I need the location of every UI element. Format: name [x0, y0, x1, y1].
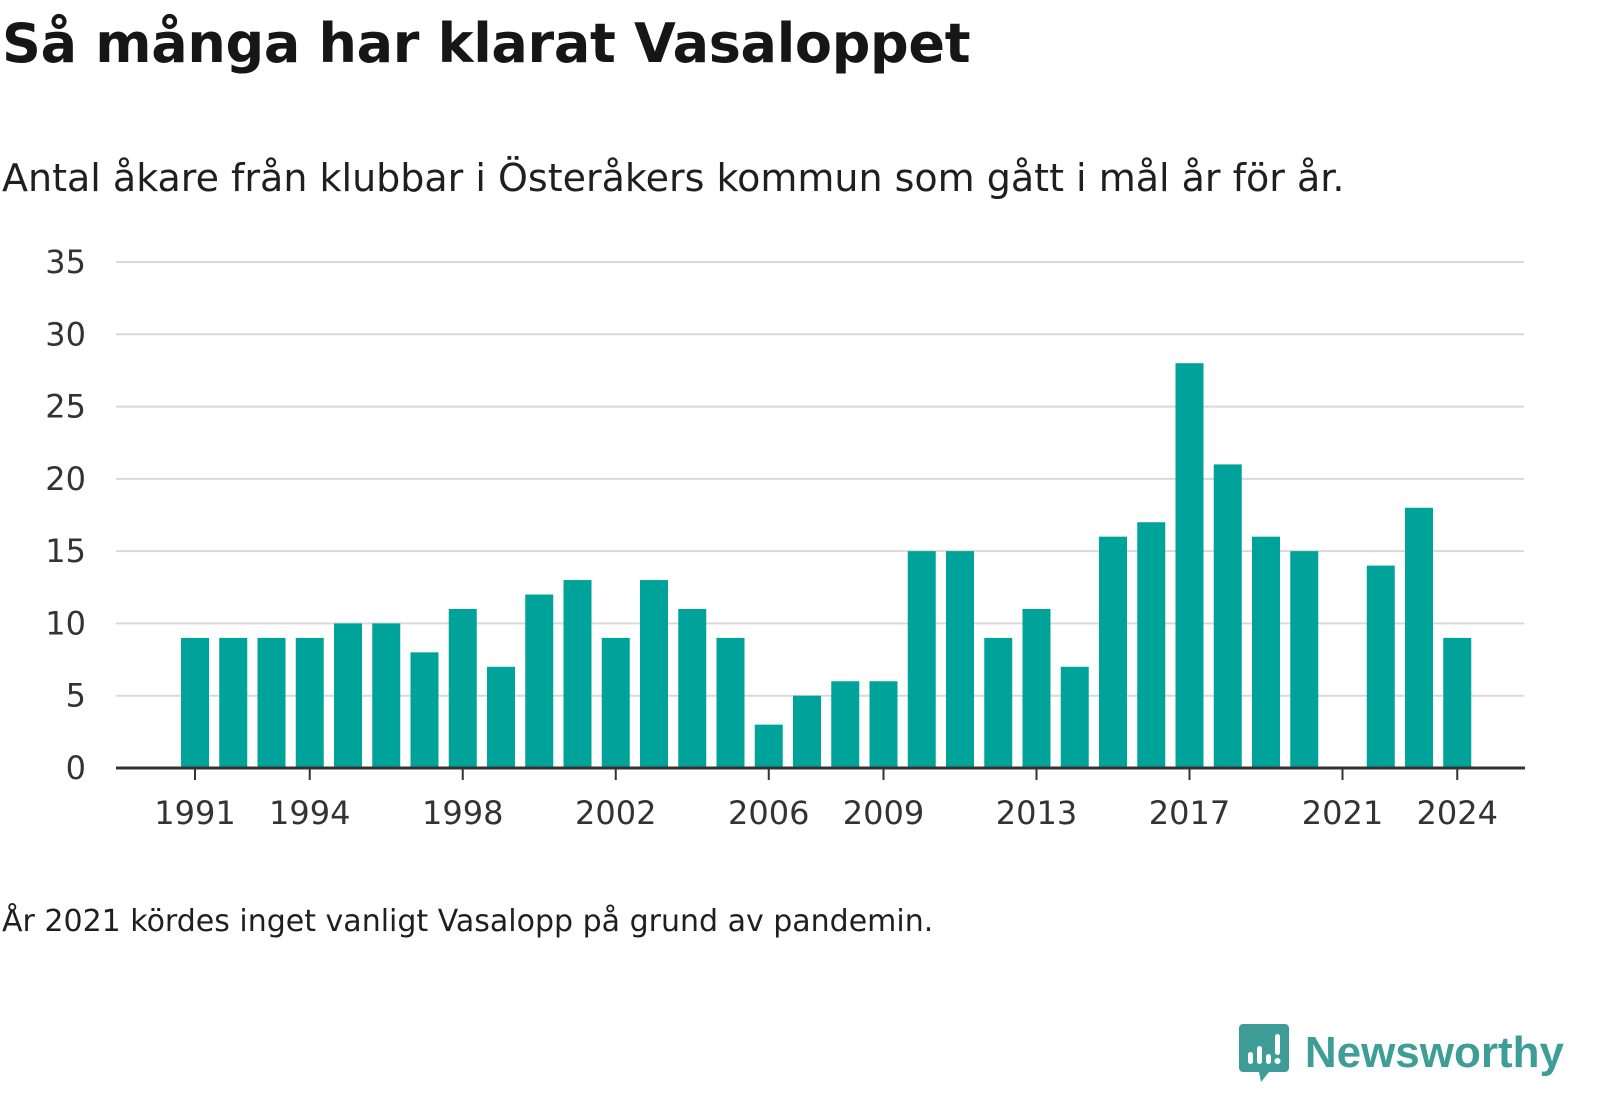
- bar-1995: [334, 623, 362, 768]
- bar-chart: 0 5 10 15 20 25 30 35 1991 1994 1998 2002 2006 2009 2…: [45, 243, 1525, 832]
- x-tick-label: 1998: [422, 794, 503, 832]
- bar-1993: [257, 637, 286, 768]
- y-tick-label: 25: [45, 388, 86, 426]
- bar-2022: [1366, 565, 1395, 768]
- x-tick-label: 1994: [269, 794, 350, 832]
- bar-2000: [525, 594, 554, 768]
- x-tick-label: 2006: [728, 794, 809, 832]
- bar-2011: [946, 551, 974, 768]
- x-tick-label: 2021: [1302, 794, 1383, 832]
- y-tick-label: 35: [45, 243, 86, 281]
- brand-logo: Newsworthy: [1238, 1024, 1564, 1082]
- bars: [181, 363, 1472, 768]
- bar-2007: [793, 695, 821, 768]
- bar-2008: [831, 681, 860, 768]
- y-tick-label: 5: [66, 677, 86, 715]
- bar-2005: [716, 637, 745, 768]
- chart-subtitle: Antal åkare från klubbar i Österåkers ko…: [2, 156, 1345, 200]
- x-tick-label: 1991: [154, 794, 235, 832]
- bar-1996: [372, 623, 401, 768]
- y-tick-label: 10: [45, 604, 86, 642]
- bar-2024: [1443, 637, 1472, 768]
- x-tick-label: 2009: [843, 794, 924, 832]
- bar-2013: [1022, 608, 1051, 768]
- bar-2018: [1213, 464, 1242, 768]
- y-axis-ticks: 0 5 10 15 20 25 30 35: [45, 243, 86, 787]
- bar-2006: [754, 724, 783, 768]
- bar-2016: [1137, 522, 1166, 768]
- bar-2023: [1405, 507, 1433, 768]
- y-tick-label: 20: [45, 460, 86, 498]
- bar-1997: [410, 652, 439, 768]
- chart-bubble-icon: [1238, 1024, 1289, 1082]
- bar-2004: [678, 608, 707, 768]
- bar-2001: [563, 580, 592, 768]
- bar-2019: [1252, 536, 1280, 768]
- bar-1998: [448, 608, 477, 768]
- bar-1992: [219, 637, 248, 768]
- chart-title: Så många har klarat Vasaloppet: [2, 12, 971, 75]
- bar-2003: [640, 580, 668, 768]
- bar-2015: [1099, 536, 1127, 768]
- bar-2009: [869, 681, 898, 768]
- x-tick-label: 2024: [1417, 794, 1498, 832]
- bar-2020: [1290, 551, 1319, 768]
- x-tick-label: 2017: [1149, 794, 1230, 832]
- y-tick-label: 0: [66, 749, 86, 787]
- x-axis-ticks: 1991 1994 1998 2002 2006 2009 2013 2017 2021 2024: [154, 768, 1498, 832]
- brand-name: Newsworthy: [1304, 1028, 1564, 1077]
- bar-1999: [487, 666, 515, 768]
- x-tick-label: 2002: [575, 794, 656, 832]
- footnote: År 2021 kördes inget vanligt Vasalopp på…: [2, 904, 934, 939]
- x-tick-label: 2013: [996, 794, 1077, 832]
- y-tick-label: 30: [45, 315, 86, 353]
- bar-1994: [295, 637, 324, 768]
- bar-2012: [984, 637, 1013, 768]
- bar-2010: [907, 551, 936, 768]
- y-tick-label: 15: [45, 532, 86, 570]
- bar-2002: [601, 637, 630, 768]
- bar-2014: [1060, 666, 1089, 768]
- bar-2017: [1175, 363, 1204, 768]
- bar-1991: [181, 637, 209, 768]
